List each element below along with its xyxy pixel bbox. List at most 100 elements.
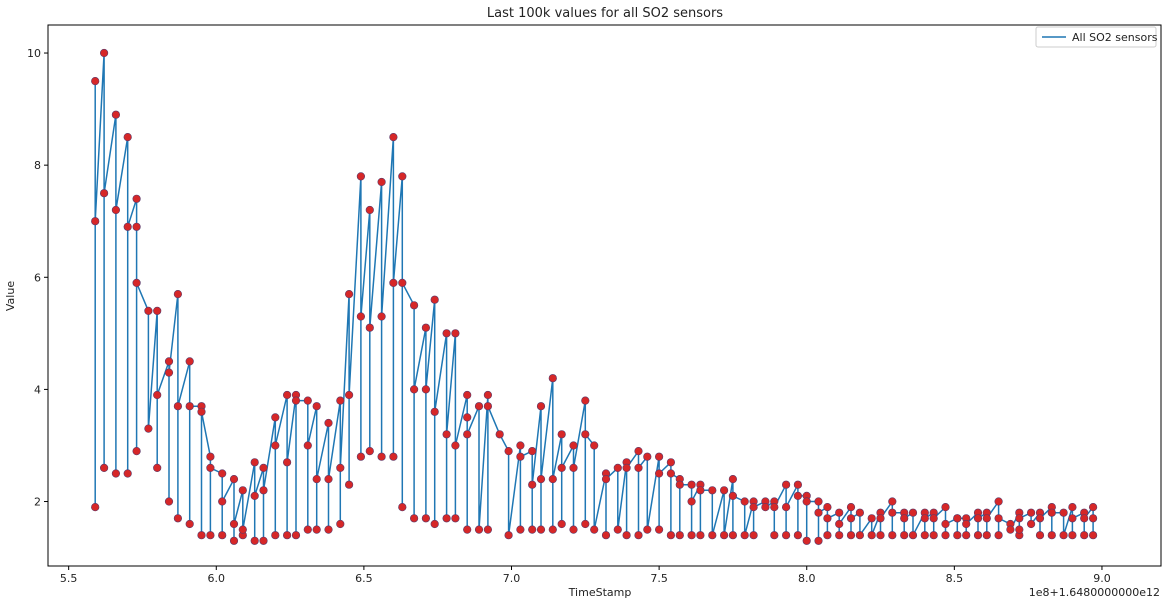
data-point: [675, 480, 684, 489]
data-point: [283, 390, 292, 400]
data-point: [569, 525, 578, 534]
data-point: [908, 531, 918, 540]
x-offset-label: 1e8+1.6480000000e12: [1029, 586, 1160, 599]
data-point: [994, 497, 1003, 506]
data-point: [218, 469, 227, 478]
data-point: [389, 133, 398, 142]
data-point: [994, 514, 1003, 523]
data-point: [666, 458, 676, 467]
data-point: [569, 463, 578, 473]
data-point: [463, 430, 472, 439]
data-point: [123, 222, 132, 231]
data-point: [1059, 508, 1068, 517]
data-point: [91, 503, 100, 512]
data-point: [740, 531, 749, 540]
data-point: [173, 402, 182, 411]
data-point: [1059, 531, 1068, 540]
data-point: [1088, 514, 1098, 523]
data-point: [312, 525, 321, 534]
data-point: [867, 531, 876, 540]
data-point: [185, 402, 194, 411]
data-point: [259, 486, 268, 495]
data-point: [229, 536, 239, 545]
data-point: [377, 177, 386, 187]
data-point: [91, 217, 100, 226]
data-point: [536, 475, 546, 484]
data-point: [164, 497, 174, 506]
data-point: [398, 278, 407, 288]
data-point: [696, 486, 705, 495]
data-point: [516, 525, 525, 534]
data-point: [654, 525, 664, 534]
data-point: [569, 441, 578, 450]
data-point: [421, 385, 431, 394]
data-point: [941, 503, 950, 512]
x-tick-label: 5.5: [60, 572, 78, 585]
data-point: [312, 402, 321, 411]
data-point: [1035, 514, 1045, 523]
data-point: [781, 480, 791, 489]
data-point: [835, 531, 844, 540]
data-point: [197, 531, 206, 540]
data-point: [687, 497, 696, 506]
data-point: [398, 172, 407, 181]
data-point: [973, 531, 983, 540]
data-point: [1015, 525, 1024, 534]
data-point: [185, 519, 194, 529]
data-point: [430, 295, 439, 304]
data-point: [953, 514, 962, 523]
data-point: [377, 452, 386, 461]
data-point: [218, 497, 227, 506]
data-point: [463, 413, 472, 422]
data-point: [708, 486, 717, 495]
data-point: [835, 508, 844, 517]
data-point: [410, 301, 419, 310]
y-tick-label: 6: [34, 271, 41, 284]
data-point: [164, 357, 174, 366]
data-point: [654, 452, 664, 461]
data-point: [814, 497, 823, 506]
data-point: [336, 463, 345, 473]
data-point: [528, 447, 537, 456]
plot-area: [91, 48, 1098, 545]
data-point: [528, 525, 537, 534]
data-point: [846, 503, 856, 512]
data-point: [719, 486, 729, 495]
data-point: [749, 531, 758, 540]
data-point: [483, 390, 493, 400]
data-point: [1068, 503, 1077, 512]
y-tick-label: 4: [34, 383, 41, 396]
x-tick-label: 8.5: [946, 572, 964, 585]
data-point: [410, 385, 419, 394]
data-point: [111, 110, 120, 119]
data-point: [982, 514, 991, 523]
data-point: [259, 463, 268, 473]
data-point: [749, 503, 758, 512]
data-point: [238, 486, 247, 495]
data-point: [185, 357, 194, 366]
data-point: [283, 531, 292, 540]
x-tick-label: 6.0: [208, 572, 226, 585]
data-point: [666, 531, 676, 540]
data-point: [622, 463, 631, 473]
data-point: [823, 514, 832, 523]
data-point: [336, 396, 345, 405]
data-point: [1026, 508, 1036, 517]
data-point: [271, 413, 280, 422]
data-point: [495, 430, 504, 439]
data-point: [442, 329, 451, 338]
y-axis-label: Value: [4, 281, 17, 311]
data-point: [908, 508, 918, 517]
data-point: [1006, 525, 1015, 534]
data-point: [303, 525, 312, 534]
y-tick-label: 8: [34, 159, 41, 172]
data-point: [548, 374, 557, 383]
data-point: [1047, 531, 1056, 540]
data-point: [802, 536, 811, 545]
data-point: [430, 407, 439, 416]
data-point: [132, 278, 141, 288]
data-point: [728, 491, 738, 501]
data-point: [666, 469, 676, 478]
axes-frame: [47, 24, 1162, 567]
